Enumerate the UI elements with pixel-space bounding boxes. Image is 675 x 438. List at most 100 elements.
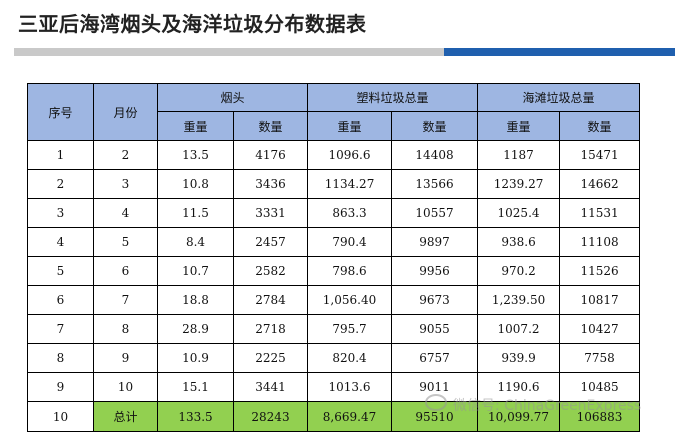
table-row: 5 6 10.7 2582 798.6 9956 970.2 11526: [27, 256, 641, 286]
table-cell: 3331: [232, 198, 309, 228]
watermark-text: 微信号: ChinaGreenExpress: [453, 398, 642, 414]
table-cell: 790.4: [307, 227, 393, 257]
header-count: 数量: [559, 111, 641, 141]
title-underline-blue: [444, 48, 675, 56]
header-month: 月份: [93, 83, 158, 141]
total-cell: 总计: [93, 401, 158, 432]
total-row: 10 总计 133.5 28243 8,669.47 95510 10,099.77 1068…: [27, 401, 641, 432]
table-cell: 13566: [391, 169, 479, 199]
table-cell: 14662: [559, 169, 641, 199]
page-title: 三亚后海湾烟头及海洋垃圾分布数据表: [18, 12, 367, 36]
table-cell: 18.8: [157, 285, 234, 315]
table-cell: 2225: [232, 343, 309, 373]
table-row: 1 2 13.5 4176 1096.6 14408 1187 15471: [27, 140, 641, 170]
table-cell: 8: [93, 314, 158, 344]
table-cell: 9055: [391, 314, 479, 344]
table-cell: 1187: [477, 140, 561, 170]
total-cell: 28243: [232, 401, 309, 432]
table-cell: 863.3: [307, 198, 393, 228]
table-cell: 9673: [391, 285, 479, 315]
table-cell: 939.9: [477, 343, 561, 373]
table-cell: 1190.6: [477, 372, 561, 402]
table-cell: 11.5: [157, 198, 234, 228]
header-weight: 重量: [157, 111, 234, 141]
table-cell: 9: [27, 372, 94, 402]
table-cell: 10: [93, 372, 158, 402]
table-cell: 2: [27, 169, 94, 199]
table-cell: 10.8: [157, 169, 234, 199]
table-cell: 5: [93, 227, 158, 257]
table-cell: 1007.2: [477, 314, 561, 344]
table-cell: 13.5: [157, 140, 234, 170]
table-cell: 970.2: [477, 256, 561, 286]
table-row: 3 4 11.5 3331 863.3 10557 1025.4 11531: [27, 198, 641, 228]
table-row: 7 8 28.9 2718 795.7 9055 1007.2 10427: [27, 314, 641, 344]
table-cell: 3441: [232, 372, 309, 402]
table-cell: 15471: [559, 140, 641, 170]
table-cell: 11108: [559, 227, 641, 257]
table-cell: 10557: [391, 198, 479, 228]
total-cell: 133.5: [157, 401, 234, 432]
table-cell: 4: [27, 227, 94, 257]
table-cell: 6: [27, 285, 94, 315]
title-underline-gray: [14, 48, 444, 56]
table-cell: 798.6: [307, 256, 393, 286]
table-cell: 1: [27, 140, 94, 170]
table-cell: 10427: [559, 314, 641, 344]
header-plastic-total: 塑料垃圾总量: [307, 83, 479, 112]
header-beach-total: 海滩垃圾总量: [477, 83, 641, 112]
table-cell: 15.1: [157, 372, 234, 402]
table-cell: 1239.27: [477, 169, 561, 199]
table-cell: 7758: [559, 343, 641, 373]
table-cell: 1096.6: [307, 140, 393, 170]
table-cell: 2457: [232, 227, 309, 257]
table-cell: 7: [27, 314, 94, 344]
table-cell: 6757: [391, 343, 479, 373]
table-cell: 9: [93, 343, 158, 373]
table-cell: 6: [93, 256, 158, 286]
header-index: 序号: [27, 83, 94, 141]
wechat-icon: [425, 394, 447, 411]
table-cell: 3: [93, 169, 158, 199]
table-cell: 1013.6: [307, 372, 393, 402]
table-cell: 2582: [232, 256, 309, 286]
table-cell: 795.7: [307, 314, 393, 344]
table-cell: 10485: [559, 372, 641, 402]
table-cell: 14408: [391, 140, 479, 170]
table-cell: 10817: [559, 285, 641, 315]
header-cigarette-butts: 烟头: [156, 83, 309, 112]
table-cell: 9897: [391, 227, 479, 257]
table-cell: 2718: [232, 314, 309, 344]
table-cell: 1134.27: [307, 169, 393, 199]
table-cell: 4176: [232, 140, 309, 170]
header-weight: 重量: [307, 111, 393, 141]
table-cell: 10.7: [157, 256, 234, 286]
table-cell: 2: [93, 140, 158, 170]
total-cell: 10,099.77: [477, 401, 561, 432]
table-row: 6 7 18.8 2784 1,056.40 9673 1,239.50 10817: [27, 285, 641, 315]
table-cell: 820.4: [307, 343, 393, 373]
total-cell: 106883: [559, 401, 641, 432]
table-cell: 28.9: [157, 314, 234, 344]
table-cell: 3436: [232, 169, 309, 199]
table-cell: 10.9: [157, 343, 234, 373]
table-cell: 938.6: [477, 227, 561, 257]
table-cell: 1,056.40: [307, 285, 393, 315]
table-cell: 3: [27, 198, 94, 228]
total-cell: 8,669.47: [307, 401, 393, 432]
data-table: 序号 月份 烟头 塑料垃圾总量 海滩垃圾总量 重量 数量 重量 数量 重量 数量…: [27, 83, 641, 432]
header-count: 数量: [391, 111, 479, 141]
table-cell: 9956: [391, 256, 479, 286]
table-cell: 7: [93, 285, 158, 315]
table-cell: 8: [27, 343, 94, 373]
total-cell: 10: [27, 401, 94, 432]
wechat-watermark: 微信号: ChinaGreenExpress: [425, 394, 641, 415]
table-row: 8 9 10.9 2225 820.4 6757 939.9 7758: [27, 343, 641, 373]
table-cell: 5: [27, 256, 94, 286]
header-weight: 重量: [477, 111, 561, 141]
table-cell: 8.4: [157, 227, 234, 257]
table-cell: 4: [93, 198, 158, 228]
table-row: 4 5 8.4 2457 790.4 9897 938.6 11108: [27, 227, 641, 257]
table-cell: 1,239.50: [477, 285, 561, 315]
table-row: 2 3 10.8 3436 1134.27 13566 1239.27 14662: [27, 169, 641, 199]
